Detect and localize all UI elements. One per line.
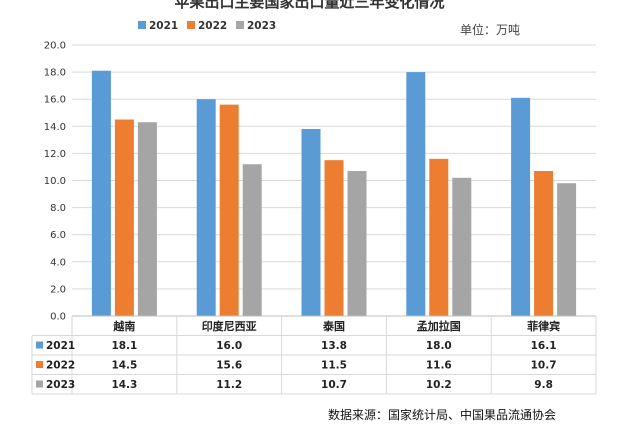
y-tick-label: 0.0 xyxy=(50,312,66,323)
legend-label-2023: 2023 xyxy=(247,20,276,32)
bar-2022-1 xyxy=(219,104,239,317)
y-tick-label: 18.0 xyxy=(44,68,66,79)
table-cell-value: 10.7 xyxy=(531,360,557,372)
bar-2022-2 xyxy=(324,160,344,316)
y-tick-label: 8.0 xyxy=(50,203,66,214)
table-cell-value: 10.7 xyxy=(321,379,347,391)
bar-2023-1 xyxy=(242,164,262,316)
legend: 2021 2022 2023 xyxy=(138,20,276,32)
y-tick-label: 4.0 xyxy=(50,257,66,268)
bar-2023-3 xyxy=(452,177,472,316)
bar-2021-0 xyxy=(91,70,111,317)
table-cell-value: 10.2 xyxy=(426,379,452,391)
table-swatch-2021 xyxy=(36,341,43,349)
y-tick-label: 16.0 xyxy=(44,95,66,106)
table-cell-value: 11.5 xyxy=(321,360,347,372)
bar-2022-3 xyxy=(429,158,449,316)
bar-2021-3 xyxy=(406,72,426,316)
bar-2022-4 xyxy=(534,171,554,316)
table-swatch-2022 xyxy=(36,361,43,368)
source-note: 数据来源：国家统计局、中国果品流通协会 xyxy=(328,408,557,422)
category-label: 泰国 xyxy=(322,319,345,333)
y-tick-label: 10.0 xyxy=(44,176,66,187)
table-cell-value: 11.2 xyxy=(216,379,242,391)
table-cell-value: 18.0 xyxy=(426,340,452,352)
y-tick-label: 12.0 xyxy=(44,149,66,160)
table-row-label: 2021 xyxy=(46,340,75,352)
category-label: 孟加拉国 xyxy=(417,319,461,333)
bar-2021-1 xyxy=(196,99,216,316)
legend-swatch-2021 xyxy=(138,21,146,29)
bar-2022-0 xyxy=(114,119,134,317)
legend-swatch-2023 xyxy=(236,21,244,29)
y-tick-label: 14.0 xyxy=(44,122,66,133)
table-swatch-2023 xyxy=(36,380,43,388)
y-tick-label: 2.0 xyxy=(50,284,66,295)
table-cell-value: 16.1 xyxy=(531,340,557,352)
category-label: 越南 xyxy=(112,319,135,333)
table-cell-value: 16.0 xyxy=(216,340,242,352)
bar-2023-4 xyxy=(557,183,577,316)
table-cell-value: 11.6 xyxy=(426,360,452,372)
table-cell-value: 14.5 xyxy=(111,360,137,372)
table-cell-value: 9.8 xyxy=(534,379,553,391)
bars xyxy=(91,70,577,317)
table-cell-value: 15.6 xyxy=(216,360,242,372)
table-cell-value: 18.1 xyxy=(111,340,137,352)
table-row-label: 2023 xyxy=(46,379,75,391)
bar-2023-0 xyxy=(137,122,157,316)
bar-2021-2 xyxy=(301,129,321,316)
y-axis: 0.0 2.0 4.0 6.0 8.0 10.0 12.0 14.0 16.0 18.0 20.0 xyxy=(44,41,66,323)
category-label: 菲律宾 xyxy=(527,319,560,333)
table-cell-value: 14.3 xyxy=(111,379,137,391)
legend-label-2021: 2021 xyxy=(149,20,178,32)
bar-2021-4 xyxy=(511,97,531,316)
legend-label-2022: 2022 xyxy=(198,20,227,32)
category-label: 印度尼西亚 xyxy=(202,319,257,333)
chart-title: 苹果出口主要国家出口量近三年变化情况 xyxy=(174,0,445,11)
bar-2023-2 xyxy=(347,171,367,316)
table-cell-value: 13.8 xyxy=(321,340,347,352)
table-row-label: 2022 xyxy=(46,360,75,372)
legend-swatch-2022 xyxy=(187,21,195,29)
data-table: 越南 印度尼西亚 泰国 孟加拉国 菲律宾 2021 18.1 16.0 13.8 18.0 16.1… xyxy=(31,315,597,395)
y-tick-label: 20.0 xyxy=(44,41,66,52)
unit-label: 单位：万吨 xyxy=(460,23,521,37)
y-tick-label: 6.0 xyxy=(50,230,66,241)
